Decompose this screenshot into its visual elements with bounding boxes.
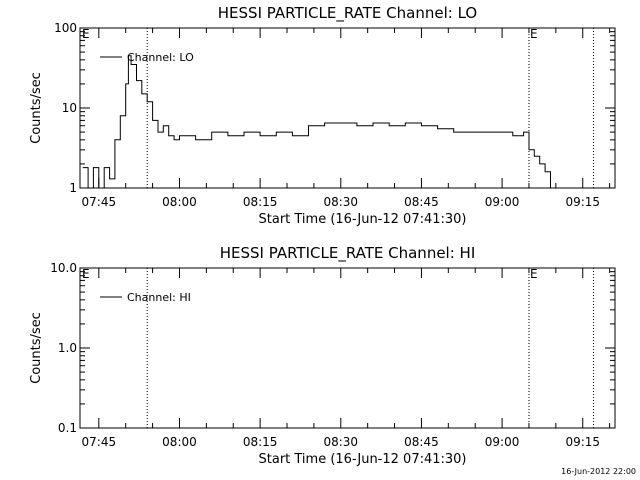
c2-event-label: E — [530, 267, 538, 281]
c1-y-tick-label: 10 — [62, 101, 77, 115]
c1-x-tick-label: 07:45 — [82, 195, 117, 209]
c1-y-tick-label: 1 — [69, 181, 77, 195]
c1-x-tick-label: 08:15 — [243, 195, 278, 209]
c1-corner-marker: E — [82, 27, 90, 41]
footer-timestamp: 16-Jun-2012 22:00 — [561, 467, 636, 476]
c1-series-line — [82, 55, 551, 189]
c1-x-tick-label: 09:15 — [565, 195, 600, 209]
c2-x-tick-label: 09:00 — [485, 435, 520, 449]
c2-y-axis-label: Counts/sec — [29, 312, 44, 384]
c2-chart-title: HESSI PARTICLE_RATE Channel: HI — [220, 244, 476, 263]
c2-legend-label: Channel: HI — [127, 291, 191, 304]
c2-y-tick-label: 10.0 — [50, 261, 77, 275]
c2-x-tick-label: 08:15 — [243, 435, 278, 449]
charts-layer: HESSI PARTICLE_RATE Channel: LO 1 10 100 Cou… — [29, 4, 616, 467]
c1-x-tick-label: 08:30 — [323, 195, 358, 209]
c2-x-tick-label: 08:30 — [323, 435, 358, 449]
c1-chart-title: HESSI PARTICLE_RATE Channel: LO — [218, 4, 477, 23]
c1-legend-label: Channel: LO — [127, 51, 194, 64]
c1-y-axis-label: Counts/sec — [29, 72, 44, 144]
c2-corner-marker: E — [82, 267, 90, 281]
c1-y-tick-label: 100 — [54, 21, 77, 35]
c2-x-tick-label: 09:15 — [565, 435, 600, 449]
c2-y-tick-label: 0.1 — [58, 421, 77, 435]
c2-x-axis-label: Start Time (16-Jun-12 07:41:30) — [259, 452, 467, 467]
c2-y-tick-label: 1.0 — [58, 341, 77, 355]
c2-x-tick-label: 08:00 — [162, 435, 197, 449]
c1-x-tick-label: 08:00 — [162, 195, 197, 209]
c2-x-tick-label: 07:45 — [82, 435, 117, 449]
c1-event-label: E — [530, 27, 538, 41]
c2-x-tick-label: 08:45 — [404, 435, 439, 449]
c1-x-axis-label: Start Time (16-Jun-12 07:41:30) — [259, 212, 467, 227]
c1-x-tick-label: 09:00 — [485, 195, 520, 209]
c1-x-tick-label: 08:45 — [404, 195, 439, 209]
